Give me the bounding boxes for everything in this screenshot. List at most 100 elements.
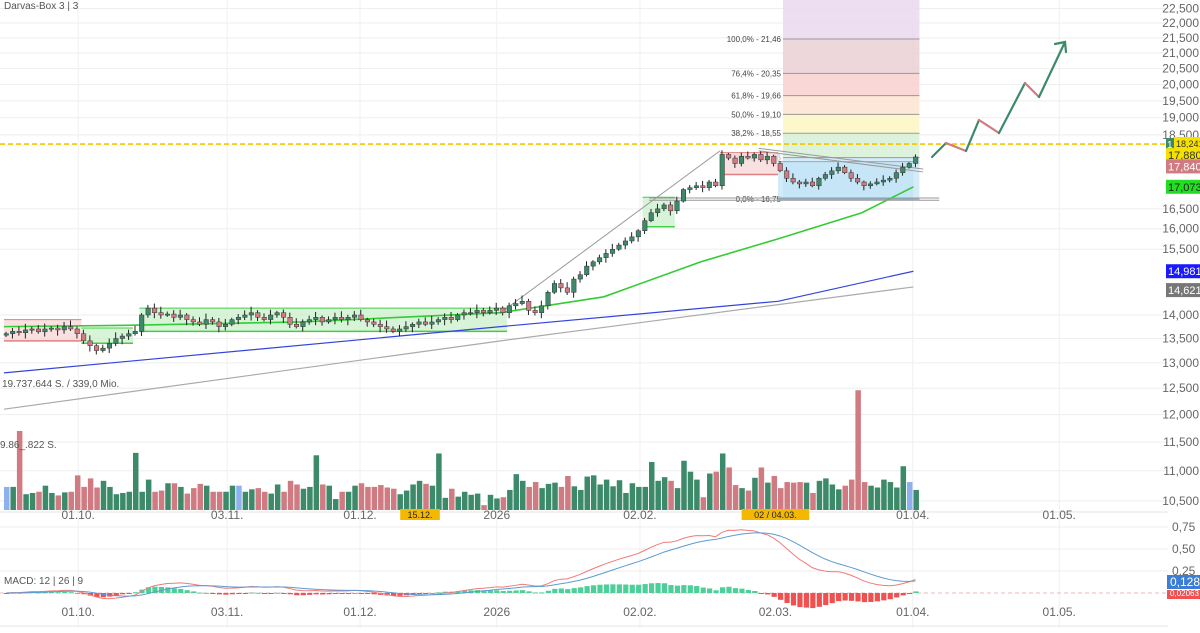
volume-bar: [500, 497, 507, 510]
forecast-segment: [1037, 40, 1067, 99]
volume-bar: [481, 505, 487, 510]
volume-bar: [610, 486, 616, 510]
volume-bar: [784, 482, 790, 510]
macd-histogram-bar: [636, 584, 642, 593]
y-tick-label: 16,500: [1162, 202, 1199, 216]
macd-histogram-bar: [784, 593, 790, 603]
candle-up: [693, 185, 699, 188]
candle-down: [532, 310, 538, 313]
forecast-segment: [997, 81, 1027, 135]
candle-down: [777, 163, 783, 172]
price-badge: [1166, 179, 1200, 194]
volume-bar: [861, 482, 868, 510]
candle-down: [16, 331, 22, 334]
candle-up: [603, 253, 609, 258]
volume-bar: [887, 482, 894, 510]
macd-histogram-bar: [739, 588, 745, 593]
volume-bar: [449, 488, 455, 510]
volume-bar: [4, 486, 10, 510]
macd-histogram-bar: [623, 584, 629, 593]
volume-bar: [655, 480, 661, 510]
x-tick-label: 01.10.: [61, 508, 94, 522]
arrowhead-icon: [1053, 40, 1068, 54]
volume-bar: [468, 494, 474, 510]
candle-up: [874, 181, 880, 185]
macd-histogram-bar: [262, 593, 268, 594]
candle-up: [539, 305, 545, 313]
macd-histogram-bar: [765, 593, 771, 595]
volume-bar: [758, 467, 765, 510]
y-tick-label: 20,500: [1162, 62, 1199, 76]
y-tick-label: 15,500: [1162, 242, 1199, 256]
candle-down: [700, 185, 706, 188]
candle-down: [210, 319, 216, 323]
macd-histogram-bar: [545, 590, 551, 593]
candle-up: [61, 326, 67, 331]
volume-bar: [197, 483, 203, 510]
macd-histogram-bar: [565, 589, 571, 593]
candle-up: [229, 319, 235, 325]
volume-bar: [694, 479, 700, 510]
macd-histogram-bar: [726, 586, 732, 593]
candle-up: [119, 335, 125, 339]
candle-down: [500, 307, 506, 313]
macd-histogram-bar: [707, 588, 713, 593]
volume-bar: [571, 486, 578, 510]
macd-histogram-bar: [4, 593, 10, 594]
macd-histogram-bar: [371, 593, 377, 595]
y-tick-label: 11,500: [1163, 435, 1199, 449]
volume-bar: [29, 492, 36, 510]
macd-histogram-bar: [133, 592, 139, 594]
volume-bar: [339, 491, 345, 510]
trendlines[interactable]: [0, 143, 1168, 314]
volume-bar: [900, 466, 907, 510]
price-badge-label: 17,840: [1168, 161, 1200, 173]
candle-up: [571, 278, 577, 293]
macd-histogram-bar: [558, 588, 564, 593]
volume-bar: [713, 471, 719, 510]
macd-histogram-bar: [668, 585, 674, 593]
macd-histogram-bar: [907, 593, 913, 594]
volume-bar: [700, 497, 707, 510]
candle-up: [681, 189, 686, 202]
volume-bar: [274, 484, 281, 510]
candle-down: [810, 181, 815, 187]
volume-bar: [55, 495, 62, 510]
candle-down: [197, 321, 203, 325]
candle-up: [880, 179, 886, 183]
volume-bar: [410, 484, 416, 510]
volume-bar: [771, 475, 778, 510]
volume-bar: [810, 492, 816, 510]
macd-histogram-bar: [126, 593, 132, 594]
y-tick-label: 13,500: [1162, 331, 1199, 345]
volume-bar: [461, 491, 468, 510]
volume-bar: [532, 482, 539, 510]
y-tick-label: 10,500: [1162, 494, 1199, 508]
forecast-arrow[interactable]: [930, 40, 1068, 159]
volume-bar: [255, 488, 262, 510]
volume-bar: [661, 477, 668, 510]
volume-bar: [223, 491, 229, 510]
forecast-segment: [930, 141, 948, 159]
macd-histogram-bar: [868, 593, 874, 603]
price-badge: [1166, 159, 1200, 174]
macd-histogram-bar: [829, 593, 835, 604]
candle-up: [706, 181, 712, 188]
macd-histogram-bar: [552, 588, 558, 593]
macd-histogram-bar: [861, 593, 868, 603]
macd-histogram-bar: [526, 591, 532, 593]
candle-down: [784, 170, 790, 179]
volume-bar: [210, 491, 216, 510]
y-tick-label: 22,500: [1162, 1, 1199, 15]
volume-bar: [281, 491, 287, 510]
volume-bar: [442, 497, 449, 510]
volume-bar: [436, 453, 442, 510]
macd-histogram-bar: [442, 591, 448, 593]
candle-down: [790, 178, 796, 183]
candle-down: [216, 321, 222, 327]
candle-up: [29, 328, 35, 331]
candle-down: [184, 314, 190, 320]
volume-bar: [287, 480, 294, 510]
candle-up: [597, 257, 603, 263]
